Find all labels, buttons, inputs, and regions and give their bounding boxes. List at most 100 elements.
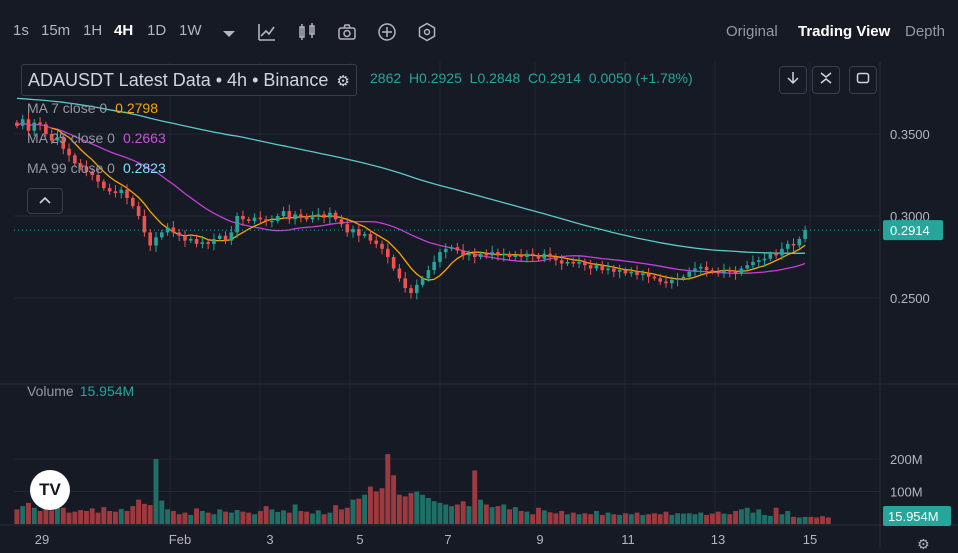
volume-bar [136, 499, 142, 524]
candle-body [281, 211, 286, 216]
view-trading-view[interactable]: Trading View [798, 23, 891, 40]
candle-body [200, 242, 205, 244]
volume-bar [211, 514, 217, 524]
volume-bar [704, 514, 710, 524]
chevron-down-icon[interactable] [219, 24, 239, 44]
candle-body [536, 255, 541, 259]
gear-icon[interactable]: ⚙ [336, 73, 350, 90]
volume-bar [507, 509, 512, 524]
candle-body [490, 252, 494, 256]
price-chart[interactable]: 0.35000.30000.2500200M100M0.291415.954M2… [0, 62, 958, 547]
candle-body [339, 219, 344, 225]
symbol-title[interactable]: ADAUSDT Latest Data • 4h • Binance ⚙ [21, 64, 357, 96]
time-tick-label: 9 [536, 532, 543, 547]
candle-body [420, 278, 425, 285]
candle-body [693, 268, 697, 272]
volume-bar [286, 512, 292, 524]
candle-body [449, 247, 454, 249]
candle-body [629, 271, 634, 274]
volume-bar [304, 511, 310, 524]
volume-bar [501, 504, 507, 524]
collapse-legend-button[interactable] [27, 188, 63, 214]
candle-body [530, 253, 535, 256]
volume-bar [657, 514, 663, 524]
volume-bar [356, 498, 362, 524]
timeframe-4h[interactable]: 4H [114, 22, 134, 39]
candle-body [641, 273, 645, 276]
candle-body [571, 261, 576, 264]
timeframe-15m[interactable]: 15m [41, 22, 71, 39]
volume-legend[interactable]: Volume 15.954M [27, 383, 135, 399]
candle-body [177, 232, 181, 236]
candle-body [287, 211, 292, 220]
volume-bar [744, 507, 750, 524]
ma25-legend[interactable]: MA 25 close 0 0.2663 [27, 130, 166, 146]
line-drawing-icon[interactable] [257, 22, 277, 42]
open-value: 2862 [370, 70, 402, 86]
candle-body [791, 243, 796, 246]
tradingview-logo-icon[interactable]: TV [30, 470, 70, 510]
candle-body [577, 261, 581, 264]
volume-bar [611, 514, 617, 524]
candle-body [26, 119, 31, 131]
timeframe-1d[interactable]: 1D [147, 22, 167, 39]
timeframe-1w[interactable]: 1W [179, 22, 202, 39]
candle-body [391, 257, 396, 269]
candle-body [351, 229, 355, 233]
volume-bar [66, 512, 72, 524]
add-icon[interactable] [377, 22, 397, 42]
volume-bar [773, 507, 779, 524]
volume-bar [530, 514, 536, 524]
candle-body [235, 216, 239, 233]
candle-body [548, 253, 552, 257]
indicators-icon[interactable] [297, 22, 317, 42]
volume-bar [808, 516, 814, 524]
volume-bar [147, 505, 153, 524]
volume-bar [814, 517, 820, 524]
candle-body [229, 232, 234, 241]
collapse-icon [820, 72, 832, 84]
candle-body [310, 216, 315, 220]
ma7-legend[interactable]: MA 7 close 0 0.2798 [27, 100, 158, 116]
camera-icon[interactable] [337, 22, 357, 42]
time-tick-label: Feb [169, 532, 191, 547]
volume-bar [646, 514, 652, 524]
timeframe-1h[interactable]: 1H [83, 22, 103, 39]
view-depth[interactable]: Depth [905, 23, 946, 40]
last-price-badge [883, 220, 943, 241]
candle-body [762, 258, 767, 261]
candle-body [264, 219, 268, 221]
candle-body [84, 166, 89, 172]
collapse-pane-button[interactable] [812, 66, 840, 94]
volume-bar [454, 504, 460, 524]
volume-bar [217, 509, 223, 524]
maximize-icon [856, 72, 870, 84]
scroll-down-button[interactable] [779, 66, 807, 94]
volume-bar [715, 511, 721, 524]
maximize-pane-button[interactable] [849, 66, 877, 94]
close-value: C0.2914 [528, 70, 581, 86]
volume-bar [281, 510, 286, 524]
price-tick-label: 0.2500 [890, 291, 930, 306]
candle-body [675, 278, 680, 280]
ma99-legend[interactable]: MA 99 close 0 0.2823 [27, 160, 166, 176]
candle-body [217, 235, 222, 239]
volume-bar [791, 516, 796, 524]
candle-body [357, 229, 361, 236]
candle-body [328, 212, 332, 218]
candle-body [136, 206, 141, 216]
volume-bar [628, 514, 634, 524]
view-original[interactable]: Original [726, 23, 778, 40]
volume-bar [112, 511, 118, 524]
timeframe-1s[interactable]: 1s [13, 22, 29, 39]
settings-hex-icon[interactable] [417, 22, 437, 42]
chart-settings-icon[interactable]: ⚙ [917, 536, 930, 552]
candle-body [554, 257, 558, 261]
volume-bar [165, 509, 171, 524]
candle-body [148, 232, 152, 246]
candle-body [183, 235, 187, 241]
volume-bar [483, 504, 489, 524]
volume-bar [234, 510, 240, 524]
candle-body [756, 260, 761, 262]
volume-bar [756, 509, 762, 524]
